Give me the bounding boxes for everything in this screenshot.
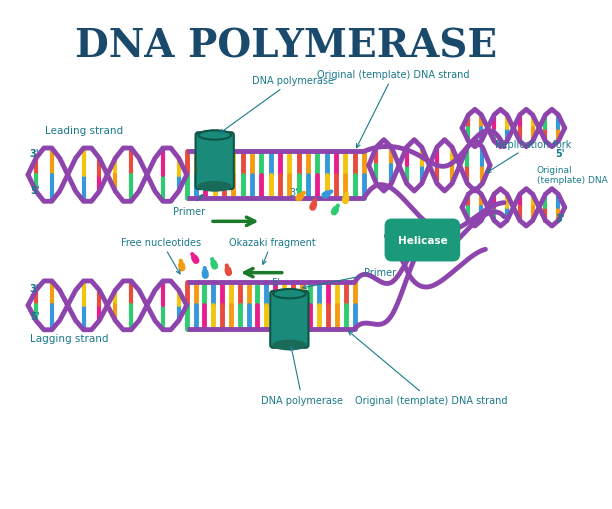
Text: Original
(template) DNA: Original (template) DNA (537, 165, 608, 185)
Text: Lagging strand: Lagging strand (30, 333, 108, 344)
Text: 5': 5' (30, 186, 40, 196)
Text: DNA polymerase: DNA polymerase (261, 347, 343, 406)
Text: Original (template) DNA strand: Original (template) DNA strand (348, 331, 507, 406)
Text: Primer: Primer (173, 195, 205, 216)
Ellipse shape (273, 341, 306, 350)
Text: 5': 5' (556, 149, 565, 159)
FancyBboxPatch shape (384, 219, 460, 262)
Text: Okazaki fragment: Okazaki fragment (229, 237, 315, 265)
FancyBboxPatch shape (271, 291, 308, 348)
Text: Leading strand: Leading strand (45, 126, 123, 135)
Text: DNA polymerase: DNA polymerase (220, 76, 334, 134)
Text: 5': 5' (271, 277, 280, 287)
Text: 3': 3' (556, 214, 565, 224)
Ellipse shape (198, 182, 231, 191)
Ellipse shape (198, 131, 231, 140)
Ellipse shape (273, 290, 306, 299)
Text: Free nucleotides: Free nucleotides (121, 237, 201, 274)
Text: 5': 5' (30, 312, 40, 322)
Text: 3': 3' (289, 188, 298, 198)
Text: 3': 3' (30, 149, 40, 159)
FancyBboxPatch shape (196, 133, 234, 190)
Text: 3': 3' (30, 284, 40, 294)
Text: Primer: Primer (303, 268, 396, 289)
Text: Replication fork: Replication fork (487, 139, 571, 173)
Text: DNA POLYMERASE: DNA POLYMERASE (75, 28, 497, 66)
Text: Original (template) DNA strand: Original (template) DNA strand (318, 70, 470, 149)
Text: Helicase: Helicase (398, 236, 448, 245)
